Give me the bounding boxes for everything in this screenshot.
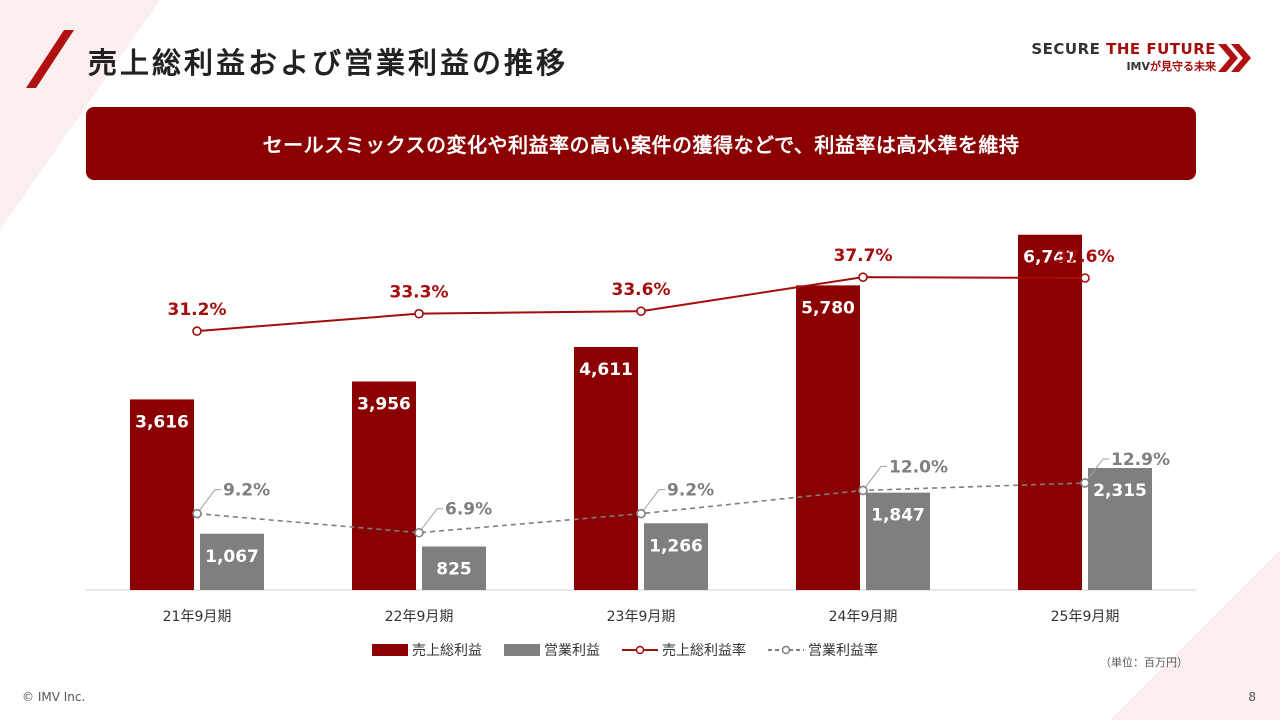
x-tick-label: 25年9月期 (1051, 609, 1120, 625)
copyright: © IMV Inc. (22, 690, 86, 704)
data-label-gross-profit: 4,611 (579, 360, 633, 380)
summary-banner: セールスミックスの変化や利益率の高い案件の獲得などで、利益率は高水準を維持 (86, 107, 1196, 180)
x-tick-label: 23年9月期 (607, 609, 676, 625)
line-operating-margin (196, 482, 1086, 534)
bar-gross-profit (130, 399, 194, 590)
bar-operating-profit (200, 533, 264, 590)
leader-operating-margin (640, 489, 665, 514)
point-gross-margin (636, 306, 646, 316)
data-label-gross-margin: 33.6% (612, 280, 671, 300)
legend-item-gross-margin: 売上総利益率 (622, 640, 746, 660)
data-label-operating-margin: 9.2% (223, 481, 270, 501)
data-label-operating-profit: 1,266 (649, 536, 703, 556)
point-gross-margin (858, 272, 868, 282)
data-label-gross-margin: 33.3% (390, 283, 449, 303)
point-operating-margin (414, 527, 424, 538)
bar-operating-profit (1088, 467, 1152, 590)
data-label-operating-margin: 6.9% (445, 500, 492, 520)
data-label-gross-margin: 31.2% (168, 300, 227, 320)
leader-operating-margin (1084, 458, 1109, 484)
legend-label: 売上総利益率 (662, 643, 746, 659)
data-label-operating-profit: 1,067 (205, 547, 259, 567)
data-label-gross-profit: 3,616 (135, 412, 189, 432)
x-tick-label: 22年9月期 (385, 609, 454, 625)
data-label-operating-profit: 1,847 (871, 506, 925, 526)
page-title: 売上総利益および営業利益の推移 (88, 46, 569, 80)
bar-operating-profit (422, 546, 486, 590)
legend-label: 営業利益 (544, 643, 600, 659)
data-label-operating-margin: 12.9% (1111, 450, 1170, 470)
point-gross-margin (192, 326, 202, 336)
page-number: 8 (1248, 690, 1256, 704)
legend-label: 営業利益率 (808, 643, 878, 659)
data-label-gross-profit: 3,956 (357, 395, 411, 415)
data-label-operating-profit: 2,315 (1093, 481, 1147, 501)
x-tick-label: 21年9月期 (163, 609, 232, 625)
logo-tagline: SECURE THE FUTURE (1031, 40, 1216, 58)
point-operating-margin (192, 508, 202, 519)
chart-legend: 売上総利益 営業利益 売上総利益率 営業利益率 (372, 640, 900, 660)
logo-chevron-icon (1218, 44, 1251, 72)
bar-gross-profit (796, 285, 860, 590)
bar-gross-profit (574, 346, 638, 590)
point-operating-margin (636, 508, 646, 519)
company-logo: SECURE THE FUTURE IMVが見守る未来 (1031, 40, 1252, 76)
unit-label: （単位：百万円） (1100, 656, 1188, 669)
leader-operating-margin (196, 489, 221, 514)
data-label-operating-profit: 825 (436, 560, 472, 580)
point-operating-margin (858, 485, 868, 496)
data-label-operating-margin: 9.2% (667, 481, 714, 501)
leader-operating-margin (862, 465, 887, 491)
point-gross-margin (1080, 273, 1090, 283)
point-gross-margin (414, 308, 424, 319)
data-label-operating-margin: 12.0% (889, 457, 948, 477)
logo-subtagline: IMVが見守る未来 (1126, 60, 1216, 73)
bar-gross-profit (1018, 234, 1082, 590)
bar-operating-profit (644, 523, 708, 590)
legend-item-operating-margin: 営業利益率 (768, 640, 878, 660)
bar-operating-profit (866, 492, 930, 590)
point-operating-margin (1080, 478, 1090, 488)
leader-operating-margin (418, 508, 443, 534)
x-tick-label: 24年9月期 (829, 609, 898, 625)
bar-gross-profit (352, 381, 416, 590)
data-label-gross-profit: 6,741 (1023, 248, 1077, 268)
data-label-gross-profit: 5,780 (801, 298, 855, 318)
data-label-gross-margin: 37.6% (1056, 247, 1115, 267)
data-label-gross-margin: 37.7% (834, 246, 893, 266)
legend-label: 売上総利益 (412, 643, 482, 659)
legend-item-gross-profit: 売上総利益 (372, 640, 482, 660)
legend-item-operating-profit: 営業利益 (504, 640, 600, 660)
